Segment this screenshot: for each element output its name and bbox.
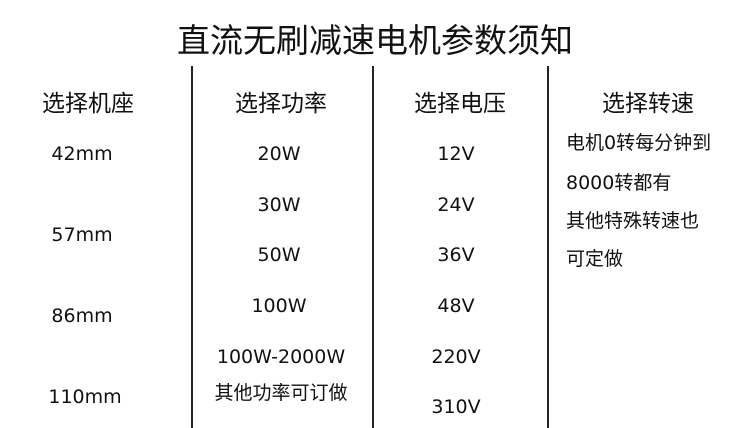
column-header-frame: 选择机座 [42,91,134,117]
power-note: 其他功率可订做 [214,382,348,404]
frame-option: 110mm [48,386,122,408]
voltage-option: 220V [431,346,481,368]
column-header-power: 选择功率 [235,91,327,117]
speed-note-line: 8000转都有 [566,172,672,194]
power-option: 100W-2000W [216,346,346,368]
voltage-option: 12V [437,143,475,165]
power-option: 50W [257,244,301,266]
page-title: 直流无刷减速电机参数须知 [177,21,573,60]
column-header-voltage: 选择电压 [414,91,506,117]
column-divider [372,66,374,428]
column-divider [191,66,193,428]
column-header-speed: 选择转速 [602,91,694,117]
voltage-option: 36V [437,244,475,266]
speed-note-line: 电机0转每分钟到 [566,132,712,154]
speed-note-line: 其他特殊转速也 [566,210,700,232]
power-option: 100W [251,295,307,317]
voltage-option: 310V [431,396,481,418]
frame-option: 42mm [51,143,113,165]
frame-option: 86mm [51,305,113,327]
voltage-option: 48V [437,295,475,317]
speed-note-line: 可定做 [566,248,624,270]
column-divider [547,66,549,428]
power-option: 20W [257,143,301,165]
voltage-option: 24V [437,194,475,216]
frame-option: 57mm [51,224,113,246]
power-option: 30W [257,194,301,216]
